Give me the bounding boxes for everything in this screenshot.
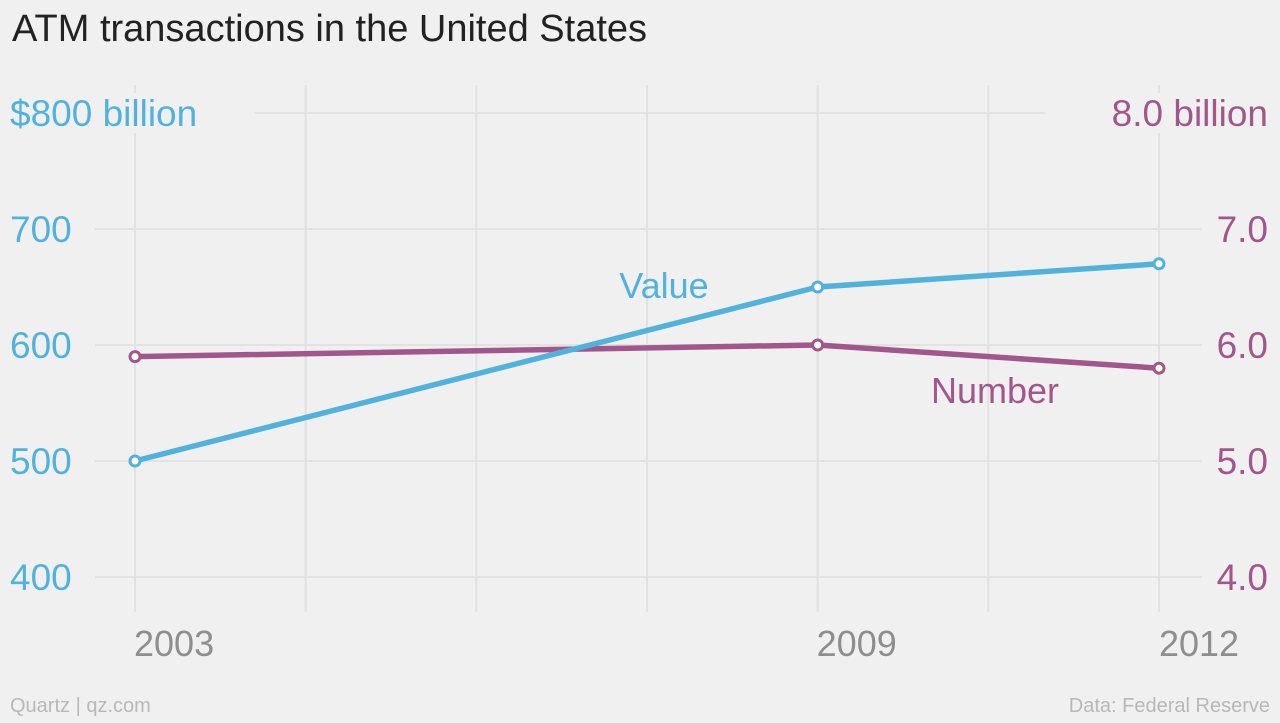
data-point-value [128,454,142,468]
right-axis-tick-label: 8.0 billion [1112,93,1268,134]
left-axis-tick-label: 500 [10,441,72,482]
left-axis-tick-label: 600 [10,325,72,366]
series-labels: Value Number [619,265,1059,411]
left-axis-tick-labels: 400 500 600 700 $800 billion [6,93,254,598]
left-axis-tick-label: 700 [10,209,72,250]
source-note: Data: Federal Reserve [1068,695,1270,717]
right-axis-tick-label: 5.0 [1217,441,1268,482]
tick-label-mask [1045,93,1272,133]
left-axis-tick-label: 400 [10,557,72,598]
x-axis-tick-label: 2009 [817,623,897,664]
x-axis-tick-label: 2003 [134,623,214,664]
data-point-value [811,280,825,294]
tick-label-mask [6,557,79,597]
right-axis-tick-label: 4.0 [1217,557,1268,598]
tick-label-mask [6,93,254,133]
tick-label-mask [1201,441,1272,481]
right-axis-tick-label: 6.0 [1217,325,1268,366]
tick-label-mask [6,209,79,249]
data-point-number [811,338,825,352]
tick-label-mask [6,441,79,481]
chart-title: ATM transactions in the United States [12,8,648,50]
x-axis-tick-label: 2012 [1159,623,1239,664]
credit: Quartz | qz.com [10,695,151,717]
data-point-number [1152,361,1166,375]
data-point-number [128,350,142,364]
tick-label-mask [1201,209,1272,249]
tick-label-mask [1201,325,1272,365]
left-axis-tick-label: $800 billion [10,93,197,134]
right-axis-tick-labels: 4.0 5.0 6.0 7.0 8.0 billion [1045,93,1272,598]
horizontal-gridlines [95,112,1205,578]
series-label-number: Number [931,370,1059,411]
right-axis-tick-label: 7.0 [1217,209,1268,250]
series-layer [128,257,1166,468]
tick-label-mask [1201,557,1272,597]
data-point-value [1152,257,1166,271]
series-label-value: Value [619,265,708,306]
x-axis-tick-labels: 2003 2009 2012 [134,623,1239,664]
tick-label-mask [6,325,79,365]
